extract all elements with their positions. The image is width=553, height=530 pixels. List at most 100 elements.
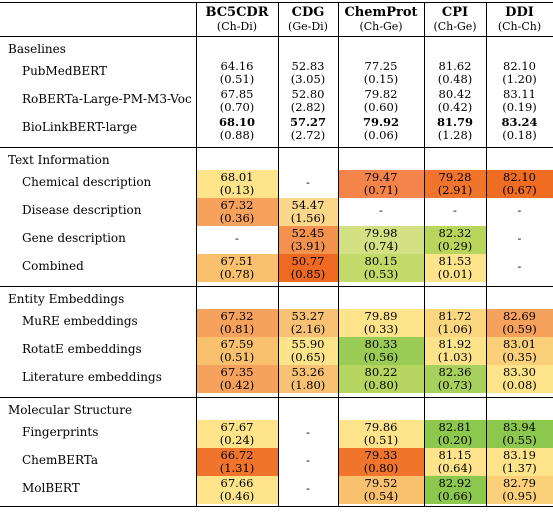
cell-std: (0.51) xyxy=(363,433,399,447)
cell-value: 52.80 xyxy=(291,87,325,101)
cell-std: (0.33) xyxy=(363,322,399,336)
cell-std: (0.73) xyxy=(437,378,473,392)
table-cell: 52.45 (3.91) xyxy=(278,226,338,254)
cell-value: 67.85 xyxy=(220,87,254,101)
column-rule xyxy=(278,2,279,507)
cell-std: (0.51) xyxy=(219,350,255,364)
table-cell: 68.01 (0.13) xyxy=(196,170,278,198)
table-cell: 79.28 (2.91) xyxy=(424,170,486,198)
cell-value: 82.36 xyxy=(438,365,472,379)
cell-value: 79.52 xyxy=(364,476,398,490)
table-cell: - xyxy=(278,476,338,504)
cell-std: (0.65) xyxy=(290,350,326,364)
cell-value: 53.27 xyxy=(291,309,325,323)
cell-value: - xyxy=(517,231,522,245)
row-label: BioLinkBERT-large xyxy=(22,120,138,134)
row-label: RotatE embeddings xyxy=(22,342,142,356)
row-label: Chemical description xyxy=(22,175,152,189)
cell-value: 82.92 xyxy=(438,476,472,490)
cell-std: (0.70) xyxy=(219,100,255,114)
table-cell: 83.24 (0.18) xyxy=(486,115,553,143)
table-cell: 79.33 (0.80) xyxy=(338,448,424,476)
cell-value: 79.86 xyxy=(364,420,398,434)
cell-value: - xyxy=(306,175,310,189)
cell-std: (3.91) xyxy=(290,239,326,253)
cell-value: 83.01 xyxy=(503,337,536,351)
table-cell: 83.01 (0.35) xyxy=(486,337,553,365)
cell-std: (1.56) xyxy=(290,211,326,225)
column-header: BC5CDR (Ch-Di) xyxy=(196,5,278,33)
table-cell: 83.11 (0.19) xyxy=(486,87,553,115)
table-cell: 80.22 (0.80) xyxy=(338,365,424,393)
cell-value: 83.30 xyxy=(503,365,536,379)
row-label: Fingerprints xyxy=(22,425,99,439)
cell-value: 82.79 xyxy=(503,476,536,490)
cell-value: 52.45 xyxy=(291,226,325,240)
cell-value: - xyxy=(306,453,310,467)
cell-value: 82.81 xyxy=(438,420,472,434)
cell-std: (0.64) xyxy=(437,461,473,475)
cell-value: 68.10 xyxy=(218,115,255,129)
cell-std: (0.88) xyxy=(219,128,255,142)
cell-std: (0.20) xyxy=(437,433,473,447)
table-cell: 82.92 (0.66) xyxy=(424,476,486,504)
table-cell: - xyxy=(278,420,338,448)
cell-value: 81.79 xyxy=(436,115,473,129)
column-rule xyxy=(196,2,197,507)
cell-value: 79.82 xyxy=(364,87,398,101)
cell-std: (0.66) xyxy=(437,489,473,503)
column-rule xyxy=(424,2,425,507)
table-cell: - xyxy=(278,170,338,198)
cell-std: (1.20) xyxy=(502,72,537,86)
table-cell: 50.77 (0.85) xyxy=(278,254,338,282)
table-cell: 55.90 (0.65) xyxy=(278,337,338,365)
table-cell: 54.47 (1.56) xyxy=(278,198,338,226)
row-label: Literature embeddings xyxy=(22,370,162,384)
cell-std: (0.46) xyxy=(219,489,255,503)
cell-std: (0.71) xyxy=(363,183,399,197)
cell-std: (0.06) xyxy=(363,128,399,142)
column-header: ChemProt (Ch-Ge) xyxy=(338,5,424,33)
cell-value: 67.35 xyxy=(220,365,254,379)
cell-value: 82.32 xyxy=(438,226,472,240)
cell-value: - xyxy=(379,203,383,217)
column-type: (Ge-Di) xyxy=(288,20,328,33)
table-cell: 82.10 (0.67) xyxy=(486,170,553,198)
table-cell: 82.36 (0.73) xyxy=(424,365,486,393)
table-cell: 53.27 (2.16) xyxy=(278,309,338,337)
table-cell: 79.47 (0.71) xyxy=(338,170,424,198)
cell-std: (0.48) xyxy=(437,72,473,86)
cell-std: (0.59) xyxy=(502,322,537,336)
cell-value: 83.24 xyxy=(501,115,538,129)
cell-value: 80.33 xyxy=(364,337,398,351)
table-cell: 52.80 (2.82) xyxy=(278,87,338,115)
table-cell: 52.83 (3.05) xyxy=(278,59,338,87)
cell-value: 79.47 xyxy=(364,170,398,184)
column-type: (Ch-Ch) xyxy=(497,20,542,33)
table-cell: 79.89 (0.33) xyxy=(338,309,424,337)
cell-value: - xyxy=(306,481,310,495)
column-rule xyxy=(338,2,339,507)
table-cell: - xyxy=(486,226,553,254)
column-type: (Ch-Ge) xyxy=(359,20,403,33)
column-name: CPI xyxy=(441,5,469,20)
row-label: Combined xyxy=(22,259,84,273)
cell-value: 83.11 xyxy=(503,87,536,101)
cell-value: 55.90 xyxy=(291,337,325,351)
cell-value: 81.62 xyxy=(438,59,472,73)
cell-std: (2.91) xyxy=(437,183,473,197)
section-rule xyxy=(0,397,553,398)
column-name: DDI xyxy=(505,5,534,20)
cell-value: - xyxy=(517,203,522,217)
table-cell: 81.53 (0.01) xyxy=(424,254,486,282)
cell-value: 83.94 xyxy=(503,420,536,434)
table-cell: 80.42 (0.42) xyxy=(424,87,486,115)
column-name: BC5CDR xyxy=(205,5,269,20)
cell-std: (0.95) xyxy=(502,489,537,503)
table-cell: 67.32 (0.81) xyxy=(196,309,278,337)
cell-value: 79.89 xyxy=(364,309,398,323)
cell-value: 67.67 xyxy=(220,420,254,434)
table-cell: 67.35 (0.42) xyxy=(196,365,278,393)
cell-std: (1.80) xyxy=(290,378,326,392)
table-cell: 81.72 (1.06) xyxy=(424,309,486,337)
